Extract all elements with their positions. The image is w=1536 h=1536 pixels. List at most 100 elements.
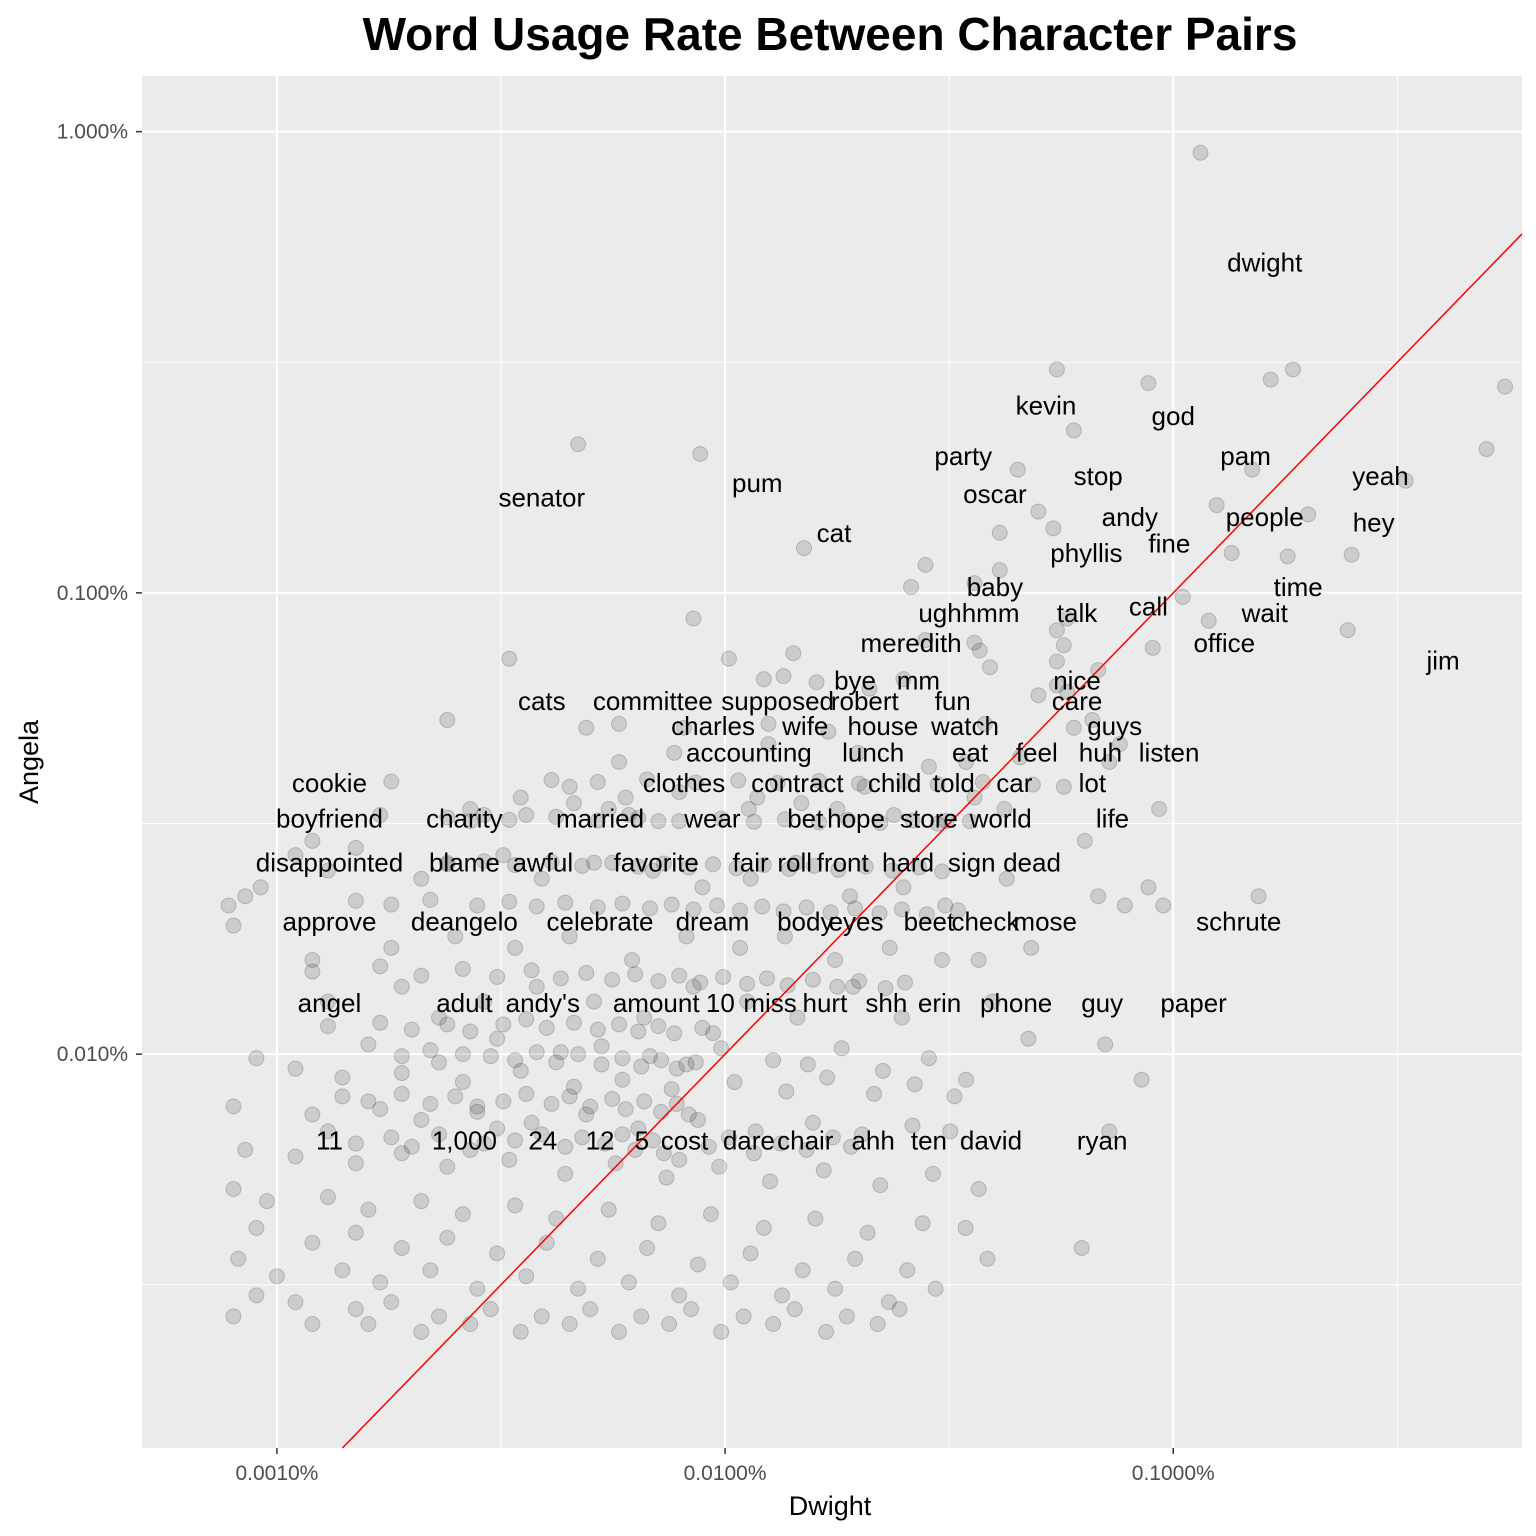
data-point	[462, 1315, 479, 1332]
y-tick-label: 1.000%	[57, 121, 128, 144]
data-point	[501, 1151, 518, 1168]
data-point	[630, 810, 647, 827]
data-point	[439, 1229, 456, 1246]
data-point	[808, 674, 825, 691]
data-point	[979, 1250, 996, 1267]
data-point	[630, 1120, 647, 1137]
chart-title: Word Usage Rate Between Character Pairs	[363, 8, 1298, 60]
data-point	[658, 1169, 675, 1186]
word-label: 12	[586, 1125, 615, 1155]
data-point	[904, 1117, 921, 1134]
data-point	[687, 1054, 704, 1071]
data-point	[220, 897, 237, 914]
data-point	[570, 1280, 587, 1297]
data-point	[642, 1048, 659, 1065]
data-point	[884, 862, 901, 879]
data-point	[469, 1280, 486, 1297]
data-point	[929, 815, 946, 832]
word-label: pam	[1220, 441, 1271, 471]
data-point	[857, 858, 874, 875]
word-label: jim	[1425, 646, 1459, 676]
data-point	[413, 870, 430, 887]
data-point	[851, 973, 868, 990]
data-point	[1140, 879, 1157, 896]
word-label: beet	[904, 906, 955, 936]
data-point	[372, 806, 389, 823]
data-point	[1059, 610, 1076, 627]
data-point	[538, 1019, 555, 1036]
data-point	[347, 1301, 364, 1318]
data-point	[728, 860, 745, 877]
word-label: fine	[1148, 528, 1190, 558]
data-point	[593, 1038, 610, 1055]
data-point	[462, 813, 479, 830]
x-axis: 0.0010% 0.0100% 0.1000%	[235, 1448, 1215, 1485]
data-point	[611, 715, 628, 732]
data-point	[589, 774, 606, 791]
data-point	[765, 1052, 782, 1069]
word-label: kevin	[1016, 390, 1077, 420]
word-label: oscar	[963, 479, 1027, 509]
data-point	[880, 1294, 897, 1311]
data-point	[548, 1210, 565, 1227]
data-point	[877, 980, 894, 997]
data-point	[1478, 441, 1495, 458]
word-label: dead	[1003, 848, 1061, 878]
data-point	[454, 1074, 471, 1091]
word-label: wait	[1241, 598, 1289, 628]
data-point	[439, 856, 456, 873]
data-point	[798, 1141, 815, 1158]
data-point	[713, 1323, 730, 1340]
data-point	[469, 1098, 486, 1115]
word-label: baby	[967, 572, 1023, 602]
data-point	[528, 1044, 545, 1061]
data-point	[838, 1308, 855, 1325]
data-point	[439, 1158, 456, 1175]
data-point	[393, 1145, 410, 1162]
word-label: charity	[426, 804, 503, 834]
data-point	[924, 1165, 941, 1182]
word-label: lunch	[842, 737, 904, 767]
word-label: disappointed	[256, 848, 403, 878]
data-point	[758, 970, 775, 987]
data-point	[533, 1126, 550, 1143]
data-point	[600, 1201, 617, 1218]
data-point	[319, 993, 336, 1010]
data-point	[1111, 736, 1128, 753]
data-point	[1084, 712, 1101, 729]
word-label: andy	[1102, 502, 1158, 532]
data-point	[671, 967, 688, 984]
data-point	[700, 1138, 717, 1155]
word-label: guy	[1081, 988, 1123, 1018]
data-point	[745, 813, 762, 830]
word-label: office	[1193, 628, 1255, 658]
data-point	[347, 1155, 364, 1172]
word-label: celebrate	[547, 906, 654, 936]
word-label: committee	[593, 686, 713, 716]
data-point	[661, 1315, 678, 1332]
data-point	[557, 894, 574, 911]
data-point	[971, 642, 988, 659]
data-point	[702, 1206, 719, 1223]
data-point	[786, 1301, 803, 1318]
word-label: roll	[777, 848, 812, 878]
word-label: married	[556, 804, 644, 834]
data-point	[663, 896, 680, 913]
data-point	[578, 719, 595, 736]
data-point	[1059, 683, 1076, 700]
data-point	[869, 1315, 886, 1332]
data-point	[334, 1069, 351, 1086]
data-point	[360, 1201, 377, 1218]
x-tick-label: 0.0100%	[684, 1462, 767, 1485]
data-point	[715, 968, 732, 985]
data-point	[639, 1239, 656, 1256]
data-point	[248, 1287, 265, 1304]
x-axis-title: Dwight	[789, 1491, 872, 1521]
data-point	[739, 993, 756, 1010]
data-point	[287, 847, 304, 864]
data-point	[760, 736, 777, 753]
data-point	[237, 1141, 254, 1158]
data-point	[476, 1135, 493, 1152]
word-label: hey	[1353, 508, 1395, 538]
data-point	[984, 993, 1001, 1010]
